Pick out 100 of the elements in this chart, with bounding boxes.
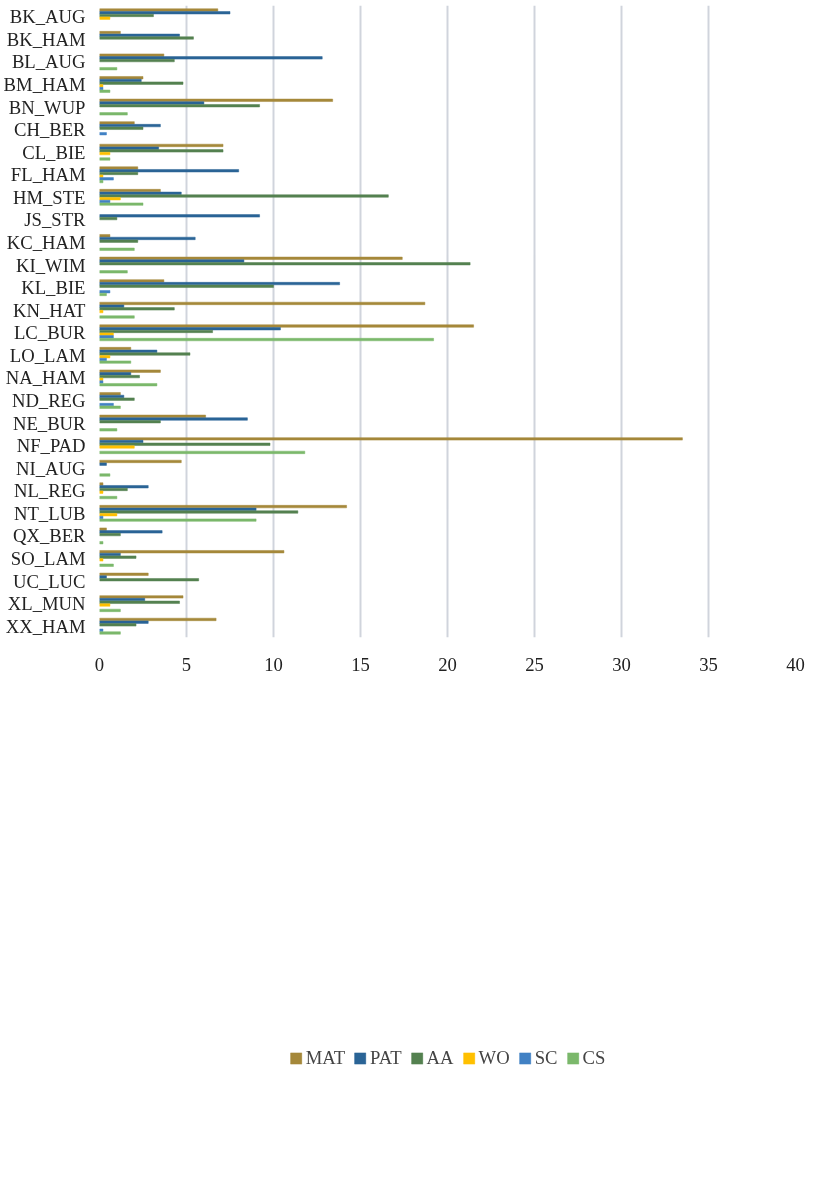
bar [99, 53, 165, 57]
bar [99, 442, 271, 446]
x-tick-label: 15 [351, 653, 370, 675]
bar [99, 530, 163, 534]
legend-label: AA [426, 1046, 454, 1069]
y-tick-label: KI_WIM [16, 254, 86, 276]
y-tick-label: LC_BUR [13, 322, 87, 344]
y-tick-label: ND_REG [11, 390, 86, 411]
bar [99, 428, 118, 432]
x-tick-label: 35 [699, 653, 718, 675]
bar [99, 375, 140, 379]
y-tick-label: BN_WUP [8, 96, 86, 118]
y-tick-label: NI_AUG [16, 457, 86, 479]
bar [99, 541, 104, 545]
bar [99, 292, 107, 296]
x-tick-label: 0 [94, 653, 105, 675]
x-tick-label: 20 [438, 653, 457, 675]
x-tick-label: 30 [612, 653, 631, 675]
bar [99, 462, 107, 466]
bar [99, 247, 135, 251]
bar [99, 16, 111, 20]
bar [99, 329, 213, 333]
bar [99, 496, 118, 500]
bar [99, 450, 306, 454]
x-tick-label: 5 [181, 653, 192, 675]
bar [99, 146, 159, 150]
bar [99, 262, 471, 266]
y-tick-label: LO_LAM [9, 344, 86, 366]
bar [99, 575, 107, 579]
bar [99, 600, 180, 604]
legend-label: PAT [370, 1046, 402, 1069]
bar [99, 166, 139, 170]
bar [99, 482, 104, 486]
legend-label: MAT [305, 1046, 346, 1069]
bar [99, 304, 125, 308]
bar [99, 301, 426, 305]
bar [99, 555, 137, 559]
bar [99, 33, 180, 37]
bar [99, 550, 285, 554]
bar [99, 631, 121, 635]
legend-label: SC [534, 1046, 558, 1069]
bar [99, 324, 474, 328]
y-tick-label: HM_STE [12, 186, 86, 208]
bar [99, 623, 137, 627]
bar [99, 352, 191, 356]
bar [99, 360, 132, 364]
bar [99, 417, 248, 421]
x-tick-label: 10 [264, 653, 283, 675]
bar [99, 171, 139, 175]
y-tick-label: NA_HAM [5, 367, 86, 389]
y-tick-label: CL_BIE [22, 141, 86, 163]
bar [99, 157, 111, 161]
y-tick-label: UC_LUC [12, 570, 86, 592]
bar [99, 279, 165, 283]
y-tick-label: NT_LUB [13, 502, 86, 524]
y-tick-label: XL_MUN [7, 593, 87, 615]
y-tick-label: BK_HAM [6, 28, 86, 50]
bar [99, 437, 683, 441]
bar [99, 98, 333, 102]
x-tick-label: 25 [525, 653, 544, 675]
bar [99, 290, 111, 294]
bar [99, 177, 114, 181]
bar [99, 104, 260, 108]
bar [99, 392, 121, 396]
bar [99, 473, 111, 477]
bar [99, 174, 104, 178]
bar [99, 234, 111, 238]
bar [99, 620, 149, 624]
bar [99, 67, 118, 71]
legend-label: CS [582, 1046, 606, 1069]
bar [99, 445, 135, 449]
bar [99, 89, 111, 93]
bar [99, 628, 104, 632]
bar [99, 490, 104, 494]
bar [99, 487, 128, 491]
y-tick-label: XX_HAM [5, 615, 86, 637]
bar [99, 59, 175, 63]
bar [99, 202, 144, 206]
bar [99, 270, 128, 274]
bar [99, 397, 135, 401]
bar [99, 239, 139, 243]
bar [99, 414, 206, 418]
y-tick-label: BL_AUG [11, 51, 86, 73]
y-tick-label: SO_LAM [10, 548, 86, 569]
bar [99, 315, 135, 319]
y-tick-label: BM_HAM [3, 74, 86, 95]
y-tick-label: QX_BER [12, 525, 87, 547]
bar [99, 507, 257, 511]
bar [99, 13, 154, 17]
bar [99, 459, 182, 463]
y-tick-label: BK_AUG [9, 6, 86, 28]
bar [99, 518, 257, 522]
bar [99, 197, 121, 201]
bar [99, 8, 219, 12]
bar [99, 132, 107, 136]
bar [99, 369, 161, 373]
y-tick-label: KL_BIE [21, 277, 86, 299]
bar [99, 284, 274, 288]
bar [99, 310, 104, 314]
bar [99, 595, 184, 599]
